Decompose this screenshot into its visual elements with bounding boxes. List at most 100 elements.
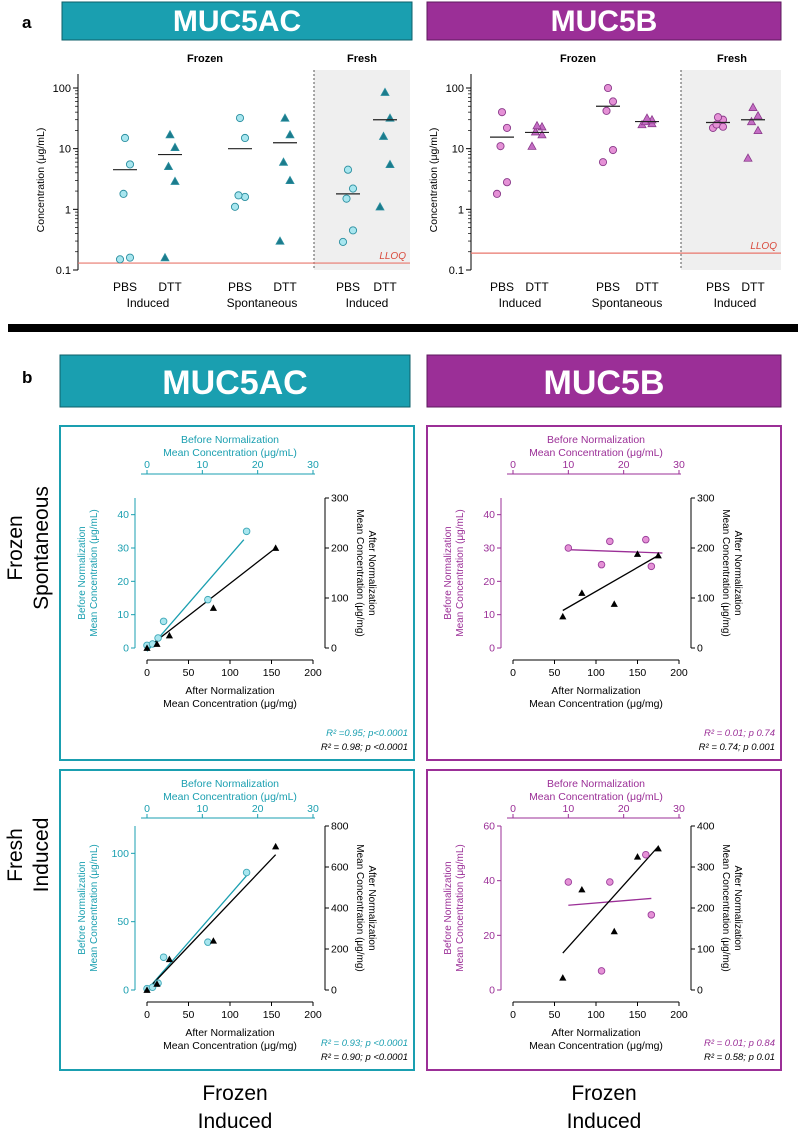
bottom-axis-tick-label: 50 [549, 1009, 561, 1021]
bottom-axis-tick-label: 150 [263, 667, 281, 679]
data-point-dtt [743, 153, 753, 162]
left-axis-tick-label: 10 [483, 609, 495, 621]
data-point-dtt [380, 87, 390, 96]
bottom-axis-tick-label: 200 [304, 667, 322, 679]
left-axis-tick-label: 0 [489, 643, 495, 655]
y-tick-label: 1 [65, 204, 71, 216]
left-axis-tick-label: 10 [117, 609, 129, 621]
right-axis-tick-label: 400 [697, 821, 715, 833]
right-axis-tick-label: 300 [697, 493, 715, 505]
left-axis-tick-label: 60 [483, 821, 495, 833]
y-tick-label: 100 [446, 83, 464, 95]
right-axis-title-line1: After Normalization [732, 865, 743, 950]
before-data-point [159, 953, 168, 961]
y-tick-label: 10 [452, 144, 464, 156]
after-fit-line [146, 854, 277, 991]
left-axis-tick-label: 20 [117, 576, 129, 588]
x-tick-label: PBS [596, 280, 620, 294]
left-axis-tick-label: 40 [483, 509, 495, 521]
right-axis-tick-label: 800 [331, 821, 349, 833]
right-axis-tick-label: 100 [697, 944, 715, 956]
after-data-point [272, 544, 280, 551]
after-data-point [143, 986, 151, 993]
before-data-point [642, 850, 650, 859]
y-tick-label: 0.1 [449, 265, 464, 277]
bottom-axis-tick-label: 150 [263, 1009, 281, 1021]
x-tick-label: PBS [336, 280, 360, 294]
plot-frame [59, 769, 415, 1071]
before-data-point [597, 560, 606, 569]
right-axis-tick-label: 300 [697, 862, 715, 874]
after-fit-stats: R² = 0.74; p 0.001 [699, 742, 775, 753]
data-point-dtt [753, 110, 763, 120]
data-point-pbs [602, 106, 611, 115]
right-axis-title-line1: After Normalization [732, 530, 743, 615]
bottom-axis-title-line1: After Normalization [551, 1027, 640, 1039]
left-axis-tick-label: 30 [483, 543, 495, 555]
after-data-point [633, 853, 642, 860]
before-data-point [564, 544, 573, 552]
data-point-pbs [608, 145, 618, 155]
panel-b-muc5ac-banner [59, 354, 411, 408]
bottom-axis-tick-label: 0 [510, 1009, 516, 1021]
data-point-dtt [537, 129, 547, 139]
panel-separator [8, 324, 798, 332]
plot-frame [426, 425, 782, 761]
before-data-point [647, 911, 656, 919]
data-point-dtt [378, 131, 389, 140]
bottom-axis-tick-label: 100 [221, 1009, 239, 1021]
bottom-axis-tick-label: 100 [587, 667, 605, 679]
after-data-point [633, 550, 642, 557]
bottom-axis-title-line2: Mean Concentration (μg/mg) [163, 698, 297, 710]
right-axis-title-line1: After Normalization [366, 530, 377, 615]
data-point-pbs [348, 184, 358, 193]
left-axis-title-line2: Mean Concentration (μg/mL) [455, 844, 466, 972]
data-point-dtt [275, 236, 285, 245]
top-axis-title-line2: Mean Concentration (μg/mL) [163, 447, 297, 459]
before-data-point [242, 868, 251, 877]
right-axis-tick-label: 0 [697, 985, 703, 997]
data-point-pbs [240, 192, 250, 202]
right-axis-title-line2: Mean Concentration (μg/mg) [354, 844, 365, 972]
top-axis-title-line1: Before Normalization [547, 434, 645, 446]
right-axis-title-line2: Mean Concentration (μg/mg) [720, 509, 731, 637]
before-data-point [154, 634, 162, 642]
left-axis-tick-label: 100 [111, 848, 129, 860]
top-axis-tick-label: 10 [562, 459, 574, 471]
data-point-dtt [285, 175, 295, 184]
y-tick-label: 0.1 [56, 265, 71, 277]
after-data-point [654, 844, 662, 852]
right-axis-tick-label: 200 [697, 543, 715, 555]
left-axis-title-line1: Before Normalization [443, 526, 454, 619]
data-point-pbs [120, 133, 130, 143]
top-axis-tick-label: 10 [562, 803, 574, 815]
top-axis-tick-label: 0 [144, 459, 150, 471]
before-data-point [204, 595, 212, 604]
after-data-point [153, 640, 161, 647]
left-axis-tick-label: 0 [123, 985, 129, 997]
data-point-dtt [642, 113, 652, 122]
group-header-frozen: Frozen [187, 53, 223, 65]
left-axis-title-line1: Before Normalization [443, 861, 454, 954]
after-fit-stats: R² = 0.98; p <0.0001 [321, 742, 408, 753]
group-label: Spontaneous [227, 296, 298, 310]
left-axis-tick-label: 40 [483, 875, 495, 887]
right-axis-tick-label: 0 [331, 643, 337, 655]
data-point-dtt [285, 129, 295, 139]
bottom-axis-tick-label: 0 [144, 667, 150, 679]
row-label-line: Spontaneous [30, 486, 53, 610]
y-axis-label: Concentration (μg/mL) [428, 128, 440, 233]
after-data-point [153, 980, 161, 987]
data-point-pbs [125, 160, 135, 169]
right-axis-tick-label: 300 [331, 493, 349, 505]
x-tick-label: DTT [635, 280, 659, 294]
data-point-pbs [713, 113, 723, 122]
data-point-pbs [234, 191, 243, 200]
data-point-dtt [530, 126, 541, 136]
bottom-axis-tick-label: 50 [183, 667, 195, 679]
after-data-point [578, 885, 586, 893]
before-data-point [606, 537, 614, 546]
after-data-point [209, 937, 217, 944]
before-data-point [564, 878, 573, 886]
